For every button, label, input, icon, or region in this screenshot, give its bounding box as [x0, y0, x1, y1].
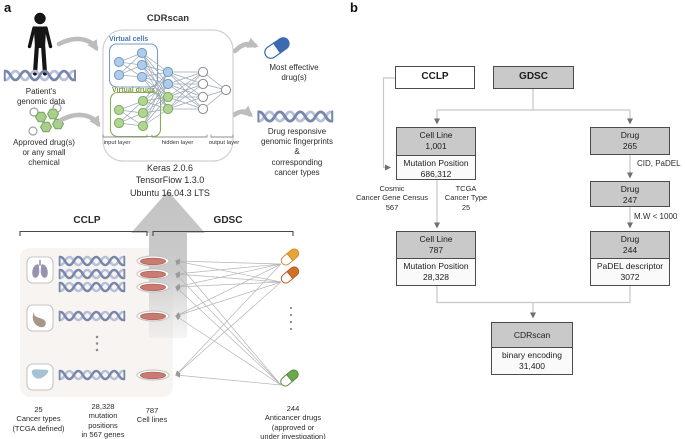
stat-label: mutation positions in 567 genes — [81, 411, 125, 439]
box-subvalue: 31,400 — [519, 361, 545, 371]
tcga-cancer-type-label: TCGA Cancer Type 25 — [444, 184, 488, 212]
box-value: 244 — [622, 245, 638, 255]
stomach-icon — [32, 309, 46, 328]
box-subvalue: 28,328 — [423, 272, 449, 282]
box-value: 1,001 — [425, 141, 447, 151]
virtual-drugs-label: Virtual drugs — [112, 87, 156, 94]
box-value: 247 — [622, 194, 638, 205]
output-layer-label: output layer — [208, 139, 240, 146]
petri-dish-icon — [136, 255, 170, 267]
stat-anticancer-drugs: 244 Anticancer drugs (approved or under … — [246, 404, 340, 439]
liver-icon — [31, 369, 49, 379]
cosmic-census-label: Cosmic Cancer Gene Census 567 — [355, 184, 429, 212]
capsule-orange-icon — [280, 266, 300, 284]
box-value: 265 — [622, 141, 638, 151]
box-subtitle: Mutation Position — [403, 158, 469, 168]
approved-drugs-label: Approved drug(s) or any small chemical — [13, 138, 75, 168]
cdrscan-model-box — [102, 29, 234, 162]
drug-3-header: Drug 244 — [591, 232, 669, 259]
dna-icon — [3, 69, 77, 82]
person-icon — [27, 12, 53, 76]
big-up-arrow-icon — [131, 191, 205, 338]
cdrscan-output-box: CDRscan binary encoding 31,400 — [491, 322, 573, 375]
box-subtitle: PaDEL descriptor — [596, 261, 664, 271]
cell-line-2-box: Cell Line 787 Mutation Position 28,328 — [396, 231, 476, 286]
box-title: Cell Line — [419, 130, 453, 140]
drug-3-box: Drug 244 PaDEL descriptor 3072 — [590, 231, 670, 286]
cell-line-1-body: Mutation Position 686,312 — [397, 156, 475, 179]
drug-responsive-label: Drug responsive genomic fingerprints & c… — [260, 127, 334, 177]
layer-bracket-lines — [102, 134, 234, 138]
box-subtitle: Mutation Position — [403, 261, 469, 271]
pill-blue-icon — [264, 37, 290, 59]
capsule-yellow-icon — [280, 248, 300, 266]
input-layer-label: input layer — [103, 139, 131, 146]
cclp-bracket-label: CCLP — [73, 215, 101, 226]
stat-value: 25 — [34, 405, 43, 414]
cclp-source-label: CCLP — [421, 71, 449, 82]
panel-b-label: b — [350, 0, 358, 15]
petri-dish-icon — [136, 268, 170, 280]
most-effective-drugs-label: Most effective drug(s) — [269, 63, 319, 83]
gdsc-source-box: GDSC — [493, 66, 574, 89]
lung-icon — [32, 259, 48, 278]
flow-arrows — [56, 36, 259, 128]
box-subtitle: binary encoding — [501, 350, 562, 360]
cell-line-panel-background — [20, 248, 173, 397]
virtual-cells-label: Virtual cells — [109, 36, 149, 43]
cdrscan-body: binary encoding 31,400 — [492, 348, 572, 374]
cell-line-1-box: Cell Line 1,001 Mutation Position 686,31… — [396, 127, 476, 180]
software-stack-label: Keras 2.0.6 TensorFlow 1.3.0 Ubuntu 16.0… — [130, 163, 210, 198]
stat-cell-lines: 787 Cell lines — [116, 406, 188, 425]
box-title: Cell Line — [419, 234, 453, 244]
dataset-bracket-lines — [19, 230, 294, 236]
stat-value: 787 — [145, 406, 159, 415]
organ-tiles — [26, 256, 54, 391]
box-title: Drug — [620, 130, 640, 140]
cdrscan-header: CDRscan — [492, 323, 572, 348]
patient-genomic-data-label: Patient's genomic data — [16, 87, 66, 107]
stat-cancer-types: 25 Cancer types (TCGA defined) — [2, 405, 75, 433]
network-nodes — [113, 47, 232, 132]
box-title: Drug — [620, 234, 640, 244]
stat-label: Cell lines — [136, 415, 168, 425]
stat-value: 28,328 — [91, 402, 115, 411]
capsule-green-icon — [280, 369, 299, 387]
stat-label: Cancer types (TCGA defined) — [12, 414, 65, 433]
drug-1-box: Drug 265 — [590, 127, 670, 155]
gdsc-source-label: GDSC — [519, 71, 548, 82]
ellipsis-dots — [95, 306, 293, 352]
cell-line-2-header: Cell Line 787 — [397, 232, 475, 259]
petri-dish-icon — [136, 281, 170, 293]
mw-filter-label: M.W < 1000 — [634, 212, 678, 221]
flowchart-connectors — [382, 77, 633, 319]
box-title: Drug — [620, 183, 640, 194]
petri-dish-icon — [136, 369, 170, 381]
cdrscan-title: CDRscan — [146, 13, 190, 24]
stat-value: 244 — [286, 404, 300, 413]
cclp-source-box: CCLP — [395, 66, 475, 89]
petri-dish-icon — [136, 310, 170, 322]
gdsc-bracket-label: GDSC — [213, 215, 243, 226]
cell-line-1-header: Cell Line 1,001 — [397, 128, 475, 156]
virtual-cells-box — [108, 43, 159, 88]
stat-label: Anticancer drugs (approved or under inve… — [260, 413, 326, 439]
drug-2-box: Drug 247 — [590, 181, 670, 207]
cell-line-2-body: Mutation Position 28,328 — [397, 259, 475, 285]
box-subvalue: 686,312 — [420, 169, 452, 179]
hidden-layer-label: hidden layer — [161, 139, 194, 146]
stat-mutation-positions: 28,328 mutation positions in 567 genes — [67, 402, 139, 439]
dna-icon — [257, 110, 334, 123]
panel-a-label: a — [4, 0, 12, 15]
box-value: 787 — [428, 245, 444, 255]
drug-3-body: PaDEL descriptor 3072 — [591, 259, 669, 285]
molecule-icon — [28, 103, 64, 136]
drug-cell-connection-arrows — [175, 258, 282, 386]
box-title: CDRscan — [513, 330, 551, 340]
box-subvalue: 3072 — [620, 272, 640, 282]
cid-padel-label: CID, PaDEL — [637, 159, 681, 168]
